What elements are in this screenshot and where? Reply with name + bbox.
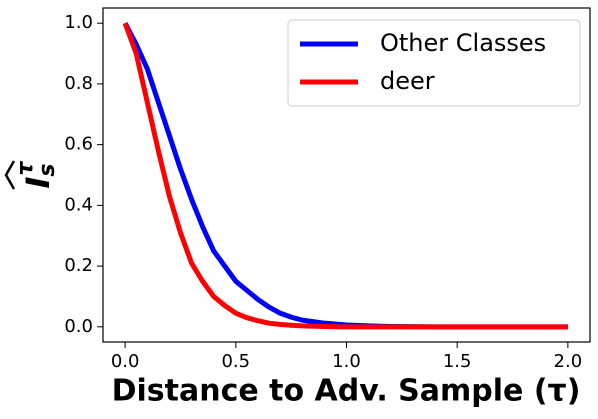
y-tick-label: 0.2 (64, 255, 93, 276)
x-axis-label: Distance to Adv. Sample (τ) (112, 374, 581, 409)
legend-label: Other Classes (380, 29, 546, 57)
x-tick-label: 1.5 (443, 351, 472, 372)
x-tick-label: 0.0 (111, 351, 140, 372)
y-label-hat (4, 160, 16, 190)
line (122, 22, 568, 330)
y-tick-label: 0.8 (64, 73, 93, 94)
y-label-main: Isτ (13, 161, 60, 189)
legend-box (287, 19, 581, 107)
y-label-base: I (19, 177, 57, 189)
y-tick-label: 0.6 (64, 134, 93, 155)
y-label-sup: τ (13, 161, 38, 176)
y-label-sub: s (35, 164, 60, 177)
y-tick-label: 0.0 (64, 316, 93, 337)
legend-label: deer (380, 67, 435, 95)
y-tick-label: 1.0 (64, 12, 93, 33)
plot-frame (102, 7, 591, 343)
x-tick-label: 1.0 (332, 351, 361, 372)
x-tick-label: 0.5 (221, 351, 250, 372)
y-axis-label: Isτ (4, 160, 60, 190)
y-tick-label: 0.4 (64, 194, 93, 215)
x-tick-label: 2.0 (554, 351, 583, 372)
